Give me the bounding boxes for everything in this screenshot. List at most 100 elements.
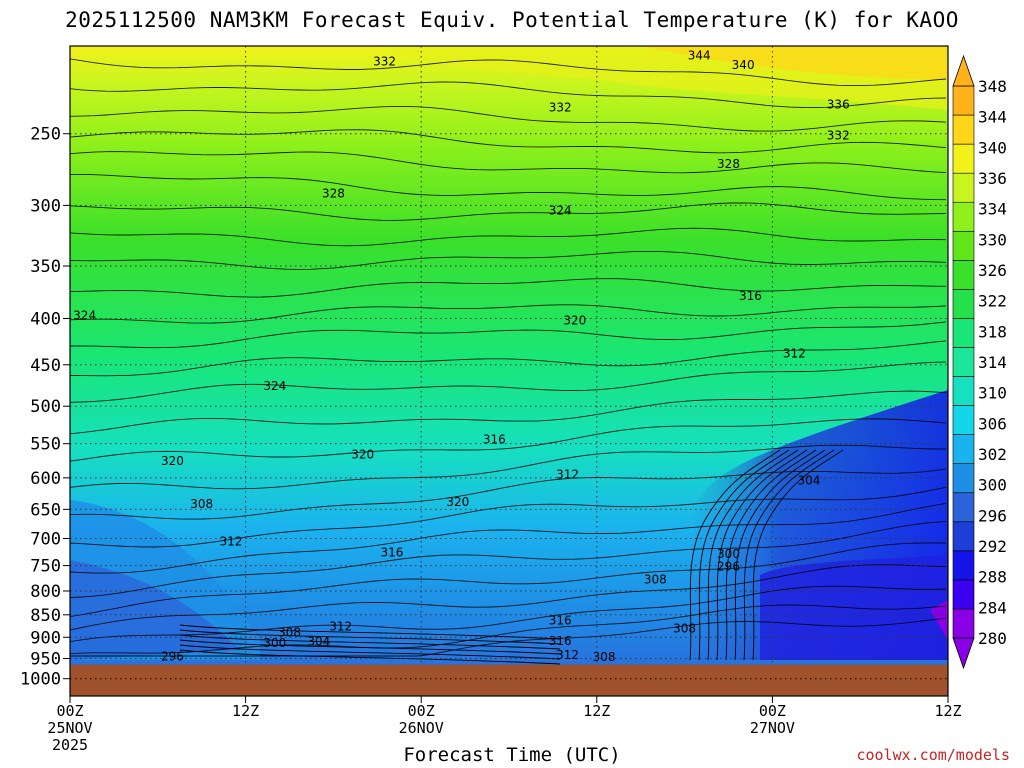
contour-line bbox=[70, 278, 947, 298]
cold-core-region bbox=[760, 555, 948, 660]
surface-contour-line bbox=[179, 639, 561, 655]
surface-contour-line bbox=[179, 624, 561, 640]
contour-label: 296 bbox=[717, 560, 740, 574]
y-tick-label: 300 bbox=[30, 196, 61, 216]
y-tick-label: 1000 bbox=[20, 670, 61, 690]
contour-label: 316 bbox=[739, 289, 762, 303]
contour-label: 312 bbox=[329, 620, 352, 634]
contour-line bbox=[70, 361, 947, 403]
colorbar-segment bbox=[952, 318, 975, 348]
contour-line bbox=[70, 250, 947, 270]
contour-label: 324 bbox=[263, 379, 286, 393]
contour-line bbox=[70, 520, 947, 598]
ground-block bbox=[70, 664, 948, 696]
y-tick-label: 250 bbox=[30, 125, 61, 145]
colorbar-label: 334 bbox=[978, 200, 1007, 219]
colorbar-segment bbox=[952, 143, 975, 174]
surface-contour-line bbox=[179, 644, 561, 660]
colorbar-label: 310 bbox=[978, 384, 1007, 403]
contour-label: 324 bbox=[549, 204, 572, 218]
contour-line bbox=[70, 105, 947, 132]
y-tick-label: 850 bbox=[30, 606, 61, 626]
frontal-contour-line bbox=[752, 449, 844, 661]
surface-contour-line bbox=[179, 649, 561, 665]
x-tick-label: 00Z bbox=[408, 702, 435, 720]
contour-label: 304 bbox=[307, 635, 330, 649]
contour-line bbox=[70, 390, 947, 435]
contour-line bbox=[70, 604, 947, 655]
colorbar-label: 284 bbox=[978, 598, 1007, 617]
contour-label: 328 bbox=[322, 186, 345, 200]
colorbar-label: 322 bbox=[978, 292, 1007, 311]
contour-label: 344 bbox=[688, 49, 711, 63]
contour-label: 320 bbox=[161, 454, 184, 468]
contour-line bbox=[70, 151, 947, 174]
frontal-contour-line bbox=[689, 449, 781, 661]
x-tick-label: 12Z bbox=[232, 702, 259, 720]
colorbar-segment bbox=[952, 521, 975, 552]
y-tick-label: 800 bbox=[30, 582, 61, 602]
colorbar-segment bbox=[952, 579, 975, 610]
ground-terrain bbox=[70, 664, 948, 696]
contour-line bbox=[70, 304, 947, 324]
colorbar-label: 348 bbox=[978, 77, 1007, 96]
contour-line bbox=[70, 227, 947, 247]
frontal-contour-line bbox=[734, 449, 826, 661]
contour-label: 320 bbox=[351, 447, 374, 461]
warm-cap-core bbox=[640, 46, 948, 80]
x-tick-label: 12Z bbox=[934, 702, 961, 720]
plot-frame bbox=[69, 45, 949, 697]
x-tick-label: 00Z bbox=[759, 702, 786, 720]
colorbar-segment bbox=[952, 608, 975, 639]
contour-label: 308 bbox=[593, 650, 616, 664]
colorbar-label: 292 bbox=[978, 537, 1007, 556]
colorbar-label: 288 bbox=[978, 568, 1007, 587]
contour-line bbox=[70, 444, 947, 490]
contour-line bbox=[70, 321, 947, 349]
contour-label: 308 bbox=[644, 573, 667, 587]
x-tick-label: 27NOV bbox=[750, 719, 795, 737]
colorbar-segment bbox=[952, 260, 975, 290]
x-tick-label: 25NOV bbox=[47, 719, 92, 737]
y-tick-label: 650 bbox=[30, 500, 61, 520]
colorbar-label: 296 bbox=[978, 506, 1007, 525]
contour-line bbox=[70, 542, 947, 618]
colorbar-segment bbox=[952, 463, 975, 494]
colorbar-segment bbox=[952, 405, 975, 435]
contour-line bbox=[70, 173, 947, 201]
y-tick-label: 600 bbox=[30, 469, 61, 489]
colorbar-segment bbox=[952, 376, 975, 406]
contour-line bbox=[70, 468, 947, 520]
grid-lines bbox=[70, 46, 948, 696]
contour-label: 312 bbox=[220, 534, 243, 548]
contour-label: 312 bbox=[556, 468, 579, 482]
contour-label: 316 bbox=[549, 613, 572, 627]
frontal-contour-line bbox=[698, 449, 790, 661]
colorbar: 348 344 340 336 334 330 326 322 318 314 310 306 302 3… bbox=[952, 54, 1007, 670]
colorbar-segment bbox=[952, 550, 975, 581]
colorbar-label: 302 bbox=[978, 445, 1007, 464]
colorbar-label: 340 bbox=[978, 138, 1007, 157]
colorbar-segment bbox=[952, 492, 975, 523]
y-tick-label: 750 bbox=[30, 557, 61, 577]
y-tick-label: 400 bbox=[30, 309, 61, 329]
x-tick-label: 2025 bbox=[52, 736, 88, 754]
y-tick-label: 350 bbox=[30, 257, 61, 277]
colorbar-label: 280 bbox=[978, 629, 1007, 648]
contour-line bbox=[70, 418, 947, 462]
colorbar-segment bbox=[952, 172, 975, 203]
contour-line bbox=[70, 58, 947, 87]
colorbar-label: 344 bbox=[978, 108, 1007, 127]
contour-line bbox=[70, 81, 947, 109]
colorbar-label: 306 bbox=[978, 414, 1007, 433]
colorbar-label: 330 bbox=[978, 230, 1007, 249]
colorbar-segment bbox=[952, 85, 975, 116]
frontal-contour-line bbox=[725, 449, 817, 661]
contour-label: 336 bbox=[827, 97, 850, 111]
contour-line bbox=[70, 486, 947, 548]
colorbar-segment bbox=[952, 347, 975, 377]
colorbar-segment bbox=[952, 114, 975, 145]
contour-label: 316 bbox=[380, 545, 403, 559]
